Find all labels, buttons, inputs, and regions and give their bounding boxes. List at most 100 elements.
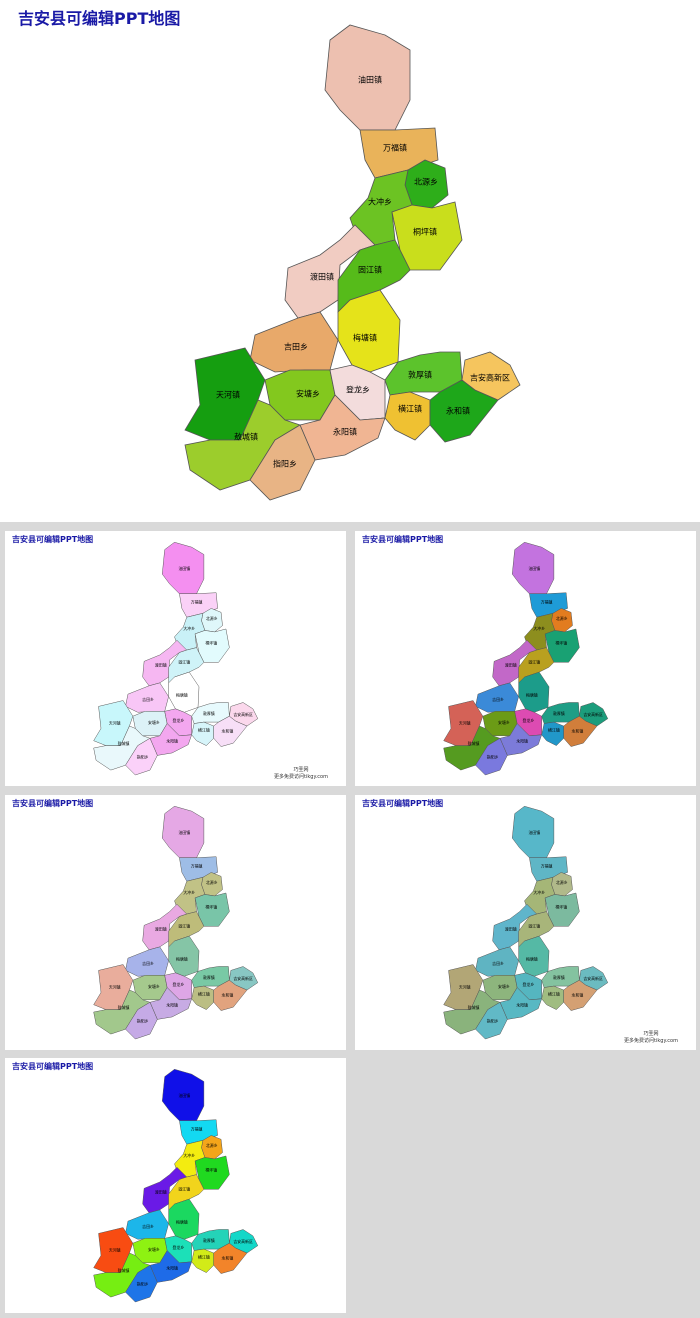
region-label: 永阳镇: [166, 739, 178, 744]
region: [461, 351, 521, 401]
watermark: 巧圣网: [293, 766, 308, 773]
watermark: 更多免费访问tikgy.com: [624, 1037, 678, 1044]
slide-title: 吉安县可编辑PPT地图: [362, 534, 443, 544]
region-label: 万福镇: [541, 600, 553, 605]
region-label: 永阳镇: [516, 739, 528, 744]
region-label: 万福镇: [191, 600, 203, 605]
region: [93, 725, 151, 771]
region-label: 安塘乡: [148, 984, 160, 989]
region: [475, 737, 508, 776]
region-label: 渡田镇: [505, 927, 517, 932]
region-label: 大冲乡: [183, 1153, 195, 1158]
region: [579, 702, 609, 727]
region-label: 安塘乡: [148, 720, 160, 725]
region-label: 永和镇: [572, 728, 584, 733]
region-label: 指阳乡: [137, 1281, 149, 1286]
region-label: 固江镇: [528, 659, 540, 664]
region-label: 固江镇: [178, 1186, 190, 1191]
region-label: 固江镇: [178, 923, 190, 928]
region-label: 敦厚镇: [203, 975, 215, 980]
region-label: 吉安高新区: [233, 976, 253, 981]
region: [443, 989, 501, 1035]
region-label: 永阳镇: [333, 427, 357, 437]
region-label: 油田镇: [178, 1093, 190, 1098]
region-label: 梅塘镇: [526, 957, 538, 962]
region: [184, 399, 301, 491]
region: [93, 1252, 151, 1298]
region-label: 登龙乡: [346, 385, 370, 395]
watermark: 巧圣网: [643, 1030, 658, 1037]
region-label: 渡田镇: [155, 927, 167, 932]
region-label: 桐坪镇: [413, 227, 437, 237]
region-label: 万福镇: [383, 143, 407, 153]
region-label: 敖城镇: [468, 741, 480, 746]
slide-title: 吉安县可编辑PPT地图: [12, 798, 93, 808]
region-label: 天河镇: [459, 985, 471, 990]
region-label: 天河镇: [109, 1248, 121, 1253]
region: [125, 1001, 158, 1040]
region-label: 横江镇: [198, 1254, 210, 1259]
region-label: 登龙乡: [173, 718, 185, 723]
region-label: 永阳镇: [166, 1003, 178, 1008]
region-label: 大冲乡: [183, 626, 195, 631]
region: [125, 737, 158, 776]
region-label: 敖城镇: [118, 1268, 130, 1273]
region-label: 梅塘镇: [176, 693, 188, 698]
region: [324, 24, 411, 131]
region-label: 北源乡: [206, 1143, 218, 1148]
region-label: 敦厚镇: [203, 711, 215, 716]
region: [229, 1229, 259, 1254]
region: [229, 966, 259, 991]
region-label: 敦厚镇: [553, 711, 565, 716]
region-label: 北源乡: [556, 880, 568, 885]
region-label: 指阳乡: [273, 459, 297, 469]
slide-title: 吉安县可编辑PPT地图: [12, 1061, 93, 1071]
region: [161, 541, 205, 594]
region-label: 永和镇: [222, 992, 234, 997]
region-label: 万福镇: [541, 864, 553, 869]
region-label: 天河镇: [109, 985, 121, 990]
slide-title: 吉安县可编辑PPT地图: [12, 534, 93, 544]
region-label: 固江镇: [358, 265, 382, 275]
region-label: 指阳乡: [137, 754, 149, 759]
region-label: 敖城镇: [468, 1005, 480, 1010]
region-label: 指阳乡: [487, 1018, 499, 1023]
region-label: 固江镇: [528, 923, 540, 928]
region-label: 天河镇: [216, 390, 240, 400]
region: [249, 424, 316, 501]
region-label: 登龙乡: [523, 718, 535, 723]
region-label: 大冲乡: [183, 890, 195, 895]
region-label: 横江镇: [398, 404, 422, 414]
region: [579, 966, 609, 991]
region-label: 安塘乡: [296, 389, 320, 399]
region-label: 油田镇: [178, 566, 190, 571]
region-label: 横江镇: [548, 991, 560, 996]
region-label: 油田镇: [528, 566, 540, 571]
region-label: 吉田乡: [142, 1224, 154, 1229]
region: [125, 1264, 158, 1303]
region-label: 敖城镇: [234, 432, 258, 442]
region-label: 吉安高新区: [233, 1239, 253, 1244]
slide-title: 吉安县可编辑PPT地图: [18, 9, 180, 28]
watermark: 更多免费访问tikgy.com: [274, 773, 328, 780]
region-label: 桐坪镇: [555, 905, 567, 910]
region-label: 永和镇: [222, 728, 234, 733]
region-label: 吉安高新区: [583, 976, 603, 981]
region: [168, 1174, 205, 1211]
region-label: 敖城镇: [118, 1005, 130, 1010]
region-label: 渡田镇: [155, 1190, 167, 1195]
region-label: 北源乡: [206, 880, 218, 885]
region-label: 梅塘镇: [176, 1220, 188, 1225]
region-label: 大冲乡: [368, 197, 392, 207]
region-label: 吉安高新区: [233, 712, 253, 717]
region-label: 油田镇: [178, 830, 190, 835]
region-label: 敦厚镇: [408, 370, 432, 380]
region-label: 梅塘镇: [353, 333, 377, 343]
region-label: 安塘乡: [498, 984, 510, 989]
region: [168, 911, 205, 948]
region: [161, 805, 205, 858]
